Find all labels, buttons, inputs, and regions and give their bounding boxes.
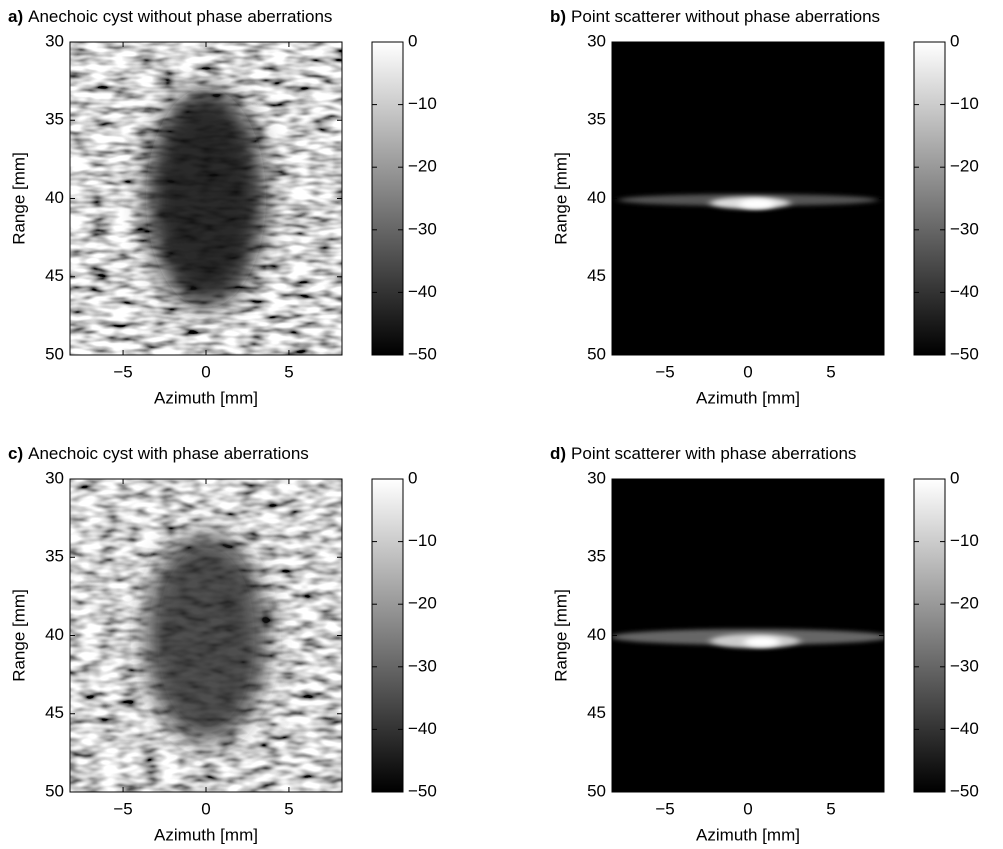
y-tick-label: 35: [587, 110, 606, 129]
colorbar-tick-label: 0: [950, 31, 959, 50]
x-tick-label: 5: [826, 799, 835, 818]
x-tick-label: 5: [284, 799, 293, 818]
colorbar-tick-label: −20: [408, 594, 437, 613]
panel-title: a) Anechoic cyst without phase aberration…: [8, 7, 332, 26]
colorbar-tick-label: −30: [950, 656, 979, 675]
x-axis-label: Azimuth [mm]: [696, 388, 800, 407]
colorbar-tick-label: −50: [950, 781, 979, 800]
x-tick-label: −5: [655, 362, 674, 381]
colorbar-tick-label: −50: [408, 781, 437, 800]
colorbar-tick-label: −30: [408, 656, 437, 675]
x-tick-label: 5: [826, 362, 835, 381]
y-tick-label: 50: [45, 781, 64, 800]
panel-title-text: Anechoic cyst with phase aberrations: [28, 444, 309, 463]
y-axis-label: Range [mm]: [9, 589, 28, 682]
panel-title-text: Anechoic cyst without phase aberrations: [28, 7, 332, 26]
colorbar-tick-label: 0: [408, 31, 417, 50]
colorbar-tick-label: −30: [408, 219, 437, 238]
colorbar: [372, 479, 403, 792]
colorbar-frame: [371, 41, 404, 356]
x-tick-label: 0: [201, 799, 210, 818]
y-tick-label: 35: [45, 547, 64, 566]
colorbar-tick-label: −40: [950, 719, 979, 738]
colorbar-tick-label: −10: [950, 94, 979, 113]
x-tick-label: −5: [655, 799, 674, 818]
colorbar-tick-label: −20: [950, 157, 979, 176]
colorbar-tick-label: −50: [408, 344, 437, 363]
y-tick-label: 30: [587, 31, 606, 50]
image-c: [70, 479, 342, 792]
y-axis-label: Range [mm]: [551, 152, 570, 245]
image-d: [612, 479, 884, 792]
x-tick-label: 5: [284, 362, 293, 381]
y-tick-label: 45: [45, 266, 64, 285]
colorbar: [372, 42, 403, 355]
y-tick-label: 40: [587, 625, 606, 644]
x-axis-label: Azimuth [mm]: [154, 825, 258, 844]
image-a: [70, 42, 342, 355]
y-tick-label: 45: [587, 266, 606, 285]
y-tick-label: 30: [45, 468, 64, 487]
y-tick-label: 35: [45, 110, 64, 129]
colorbar-tick-label: −40: [408, 719, 437, 738]
colorbar-tick-label: 0: [408, 468, 417, 487]
y-tick-label: 30: [45, 31, 64, 50]
colorbar-tick-label: −10: [950, 531, 979, 550]
x-tick-label: 0: [743, 799, 752, 818]
x-tick-label: 0: [201, 362, 210, 381]
x-axis-label: Azimuth [mm]: [696, 825, 800, 844]
panel-title: c) Anechoic cyst with phase aberrations: [8, 444, 309, 463]
colorbar-tick-label: −20: [950, 594, 979, 613]
colorbar-tick-label: 0: [950, 468, 959, 487]
y-tick-label: 40: [45, 625, 64, 644]
colorbar-frame: [913, 478, 946, 793]
image-b: [612, 42, 884, 355]
y-tick-label: 30: [587, 468, 606, 487]
colorbar-tick-label: −40: [408, 282, 437, 301]
y-tick-label: 40: [45, 188, 64, 207]
x-tick-label: −5: [113, 362, 132, 381]
panel-label: c): [8, 444, 23, 463]
y-tick-label: 45: [587, 703, 606, 722]
x-axis-label: Azimuth [mm]: [154, 388, 258, 407]
y-tick-label: 35: [587, 547, 606, 566]
colorbar-tick-label: −10: [408, 94, 437, 113]
panel-label: b): [550, 7, 566, 26]
panel-label: d): [550, 444, 566, 463]
y-axis-label: Range [mm]: [551, 589, 570, 682]
colorbar-tick-label: −20: [408, 157, 437, 176]
panel-label: a): [8, 7, 23, 26]
panel-title: d) Point scatterer with phase aberrations: [550, 444, 856, 463]
y-tick-label: 50: [45, 344, 64, 363]
panel-title-text: Point scatterer with phase aberrations: [571, 444, 856, 463]
panel-title: b) Point scatterer without phase aberrati…: [550, 7, 880, 26]
y-tick-label: 40: [587, 188, 606, 207]
panel-title-text: Point scatterer without phase aberration…: [571, 7, 880, 26]
colorbar-tick-label: −10: [408, 531, 437, 550]
colorbar: [914, 42, 945, 355]
colorbar-tick-label: −50: [950, 344, 979, 363]
colorbar-frame: [913, 41, 946, 356]
x-tick-label: 0: [743, 362, 752, 381]
x-tick-label: −5: [113, 799, 132, 818]
y-tick-label: 45: [45, 703, 64, 722]
y-axis-label: Range [mm]: [9, 152, 28, 245]
colorbar-tick-label: −40: [950, 282, 979, 301]
colorbar: [914, 479, 945, 792]
colorbar-tick-label: −30: [950, 219, 979, 238]
y-tick-label: 50: [587, 344, 606, 363]
y-tick-label: 50: [587, 781, 606, 800]
colorbar-frame: [371, 478, 404, 793]
